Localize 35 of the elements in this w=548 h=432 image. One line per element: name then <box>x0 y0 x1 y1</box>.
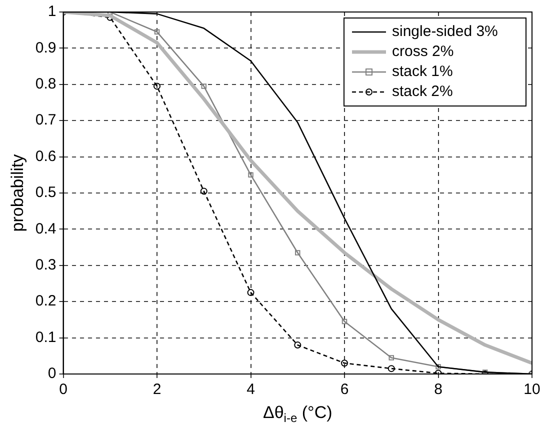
point <box>154 82 160 90</box>
point <box>248 172 254 178</box>
point <box>342 318 348 324</box>
x-tick-label: 2 <box>152 381 162 398</box>
x-tick-label: 8 <box>434 381 442 398</box>
point <box>201 84 206 89</box>
point <box>200 188 208 195</box>
legend-label: single-sided 3% <box>392 23 498 40</box>
y-tick-label: 0 <box>48 365 56 382</box>
point <box>247 289 254 296</box>
legend-label: cross 2% <box>392 43 454 60</box>
y-tick-label: 0.3 <box>35 256 56 274</box>
point <box>294 342 302 349</box>
y-tick-label: 0.4 <box>35 220 56 238</box>
legend-label: stack 2% <box>392 83 453 100</box>
y-tick-label: 0.5 <box>35 184 56 202</box>
x-tick-label: 0 <box>59 381 68 398</box>
y-tick-label: 0.8 <box>35 76 56 93</box>
point <box>154 29 160 35</box>
legend-label: stack 1% <box>392 63 453 80</box>
x-tick-label: 6 <box>340 381 349 398</box>
point <box>436 364 441 370</box>
x-tick-label: 10 <box>524 381 540 398</box>
y-axis-title: probability <box>8 154 27 232</box>
y-tick-label: 0.9 <box>35 39 56 56</box>
y-tick-label: 0.2 <box>35 292 56 310</box>
point <box>388 365 395 372</box>
y-tick-label: 1 <box>48 3 56 20</box>
point <box>388 355 394 360</box>
point <box>295 250 300 256</box>
y-tick-label: 0.6 <box>35 148 56 165</box>
x-tick-label: 4 <box>246 381 255 398</box>
y-tick-label: 0.7 <box>35 112 56 129</box>
point <box>341 360 348 367</box>
y-tick-label: 0.1 <box>35 328 56 346</box>
